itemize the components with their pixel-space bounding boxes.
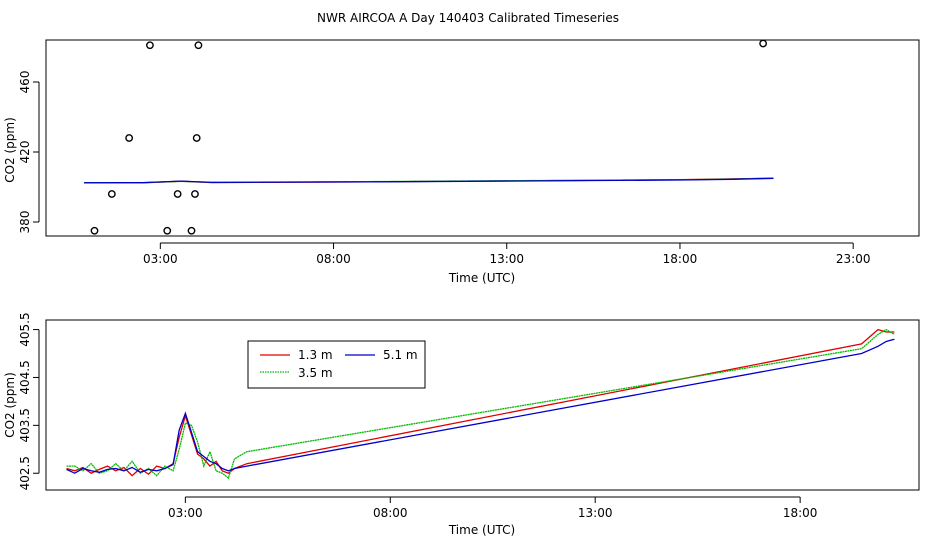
legend-label-1-3m: 1.3 m bbox=[298, 348, 333, 362]
legend-label-3-5m: 3.5 m bbox=[298, 366, 333, 380]
top-scatter-point bbox=[187, 226, 196, 235]
bottom-series-line-3-5-m bbox=[66, 328, 895, 480]
top-x-tick-label: 13:00 bbox=[489, 252, 524, 266]
bottom-y-tick-label: 404.5 bbox=[18, 360, 32, 394]
legend: 1.3 m 5.1 m 3.5 m bbox=[247, 340, 426, 389]
bottom-x-tick-label: 13:00 bbox=[578, 506, 613, 520]
bottom-y-tick-label: 403.5 bbox=[18, 408, 32, 442]
top-series-group bbox=[84, 177, 774, 184]
top-scatter-point bbox=[146, 41, 154, 50]
top-points-group bbox=[90, 39, 768, 235]
top-scatter-point bbox=[194, 41, 203, 50]
top-x-tick-label: 08:00 bbox=[316, 252, 351, 266]
top-x-tick-label: 18:00 bbox=[663, 252, 698, 266]
bottom-x-axis: 03:00 08:00 13:00 18:00 bbox=[168, 496, 818, 520]
bottom-x-tick-label: 18:00 bbox=[783, 506, 818, 520]
legend-box bbox=[247, 340, 426, 389]
top-x-axis: 03:00 08:00 13:00 18:00 23:00 bbox=[143, 242, 871, 266]
bottom-panel: 03:00 08:00 13:00 18:00 402.5 403.5 404.5 405.… bbox=[3, 312, 920, 537]
top-panel: 03:00 08:00 13:00 18:00 23:00 380 420 460 Time… bbox=[3, 39, 920, 285]
bottom-series-group bbox=[66, 328, 895, 480]
bottom-y-axis: 402.5 403.5 404.5 405.5 bbox=[18, 312, 40, 490]
top-x-tick-label: 23:00 bbox=[836, 252, 871, 266]
bottom-series-line-1-3-m bbox=[66, 328, 895, 477]
top-scatter-point bbox=[191, 190, 199, 198]
top-y-axis-label: CO2 (ppm) bbox=[3, 117, 17, 183]
bottom-plot-frame bbox=[45, 319, 920, 491]
top-x-tick-label: 03:00 bbox=[143, 252, 178, 266]
top-x-axis-label: Time (UTC) bbox=[448, 271, 515, 285]
top-scatter-point bbox=[759, 39, 768, 48]
bottom-x-tick-label: 08:00 bbox=[373, 506, 408, 520]
top-scatter-point bbox=[107, 190, 116, 198]
top-series-line-5-1-m bbox=[84, 177, 774, 184]
bottom-y-axis-label: CO2 (ppm) bbox=[3, 372, 17, 438]
chart-title: NWR AIRCOA A Day 140403 Calibrated Times… bbox=[317, 11, 619, 25]
top-scatter-point bbox=[90, 226, 99, 235]
top-scatter-point bbox=[163, 226, 172, 235]
bottom-y-tick-label: 402.5 bbox=[18, 456, 32, 490]
top-y-tick-label: 460 bbox=[18, 71, 32, 94]
bottom-x-axis-label: Time (UTC) bbox=[448, 523, 515, 537]
legend-label-5-1m: 5.1 m bbox=[383, 348, 418, 362]
top-scatter-point bbox=[192, 134, 201, 142]
bottom-y-tick-label: 405.5 bbox=[18, 312, 32, 346]
top-y-tick-label: 380 bbox=[18, 211, 32, 234]
top-plot-frame bbox=[45, 39, 920, 237]
bottom-series-line-5-1-m bbox=[66, 338, 895, 474]
top-y-axis: 380 420 460 bbox=[18, 71, 40, 234]
top-y-tick-label: 420 bbox=[18, 141, 32, 164]
top-scatter-point bbox=[125, 134, 134, 142]
top-scatter-point bbox=[173, 190, 182, 198]
bottom-x-tick-label: 03:00 bbox=[168, 506, 203, 520]
